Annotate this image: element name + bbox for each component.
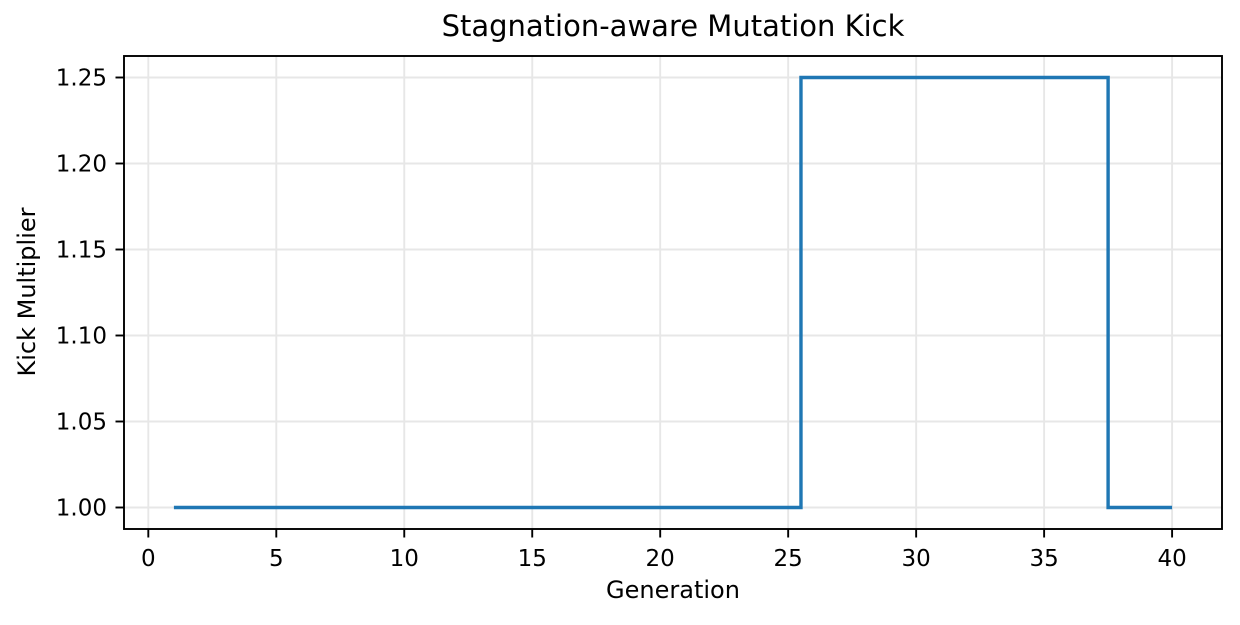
x-axis-label: Generation (606, 576, 740, 604)
x-tick-label-15: 15 (518, 546, 547, 572)
x-tick-label-40: 40 (1157, 546, 1186, 572)
x-tick-label-35: 35 (1029, 546, 1058, 572)
y-tick-label-1.05: 1.05 (56, 410, 107, 436)
y-tick-label-1.00: 1.00 (56, 496, 107, 522)
x-tick-label-0: 0 (141, 546, 156, 572)
y-tick-label-1.15: 1.15 (56, 238, 107, 264)
y-tick-label-1.10: 1.10 (56, 324, 107, 350)
series-line-kick-multiplier (173, 75, 1173, 510)
x-tick-label-30: 30 (902, 546, 931, 572)
y-tick-label-1.25: 1.25 (56, 66, 107, 92)
x-tick-label-25: 25 (774, 546, 803, 572)
axes-spines (123, 55, 1223, 530)
y-axis-label: Kick Multiplier (13, 207, 41, 377)
x-tick-label-10: 10 (390, 546, 419, 572)
y-tick-label-1.20: 1.20 (56, 152, 107, 178)
x-tick-label-5: 5 (269, 546, 284, 572)
x-tick-label-20: 20 (646, 546, 675, 572)
chart-title: Stagnation-aware Mutation Kick (441, 9, 905, 43)
